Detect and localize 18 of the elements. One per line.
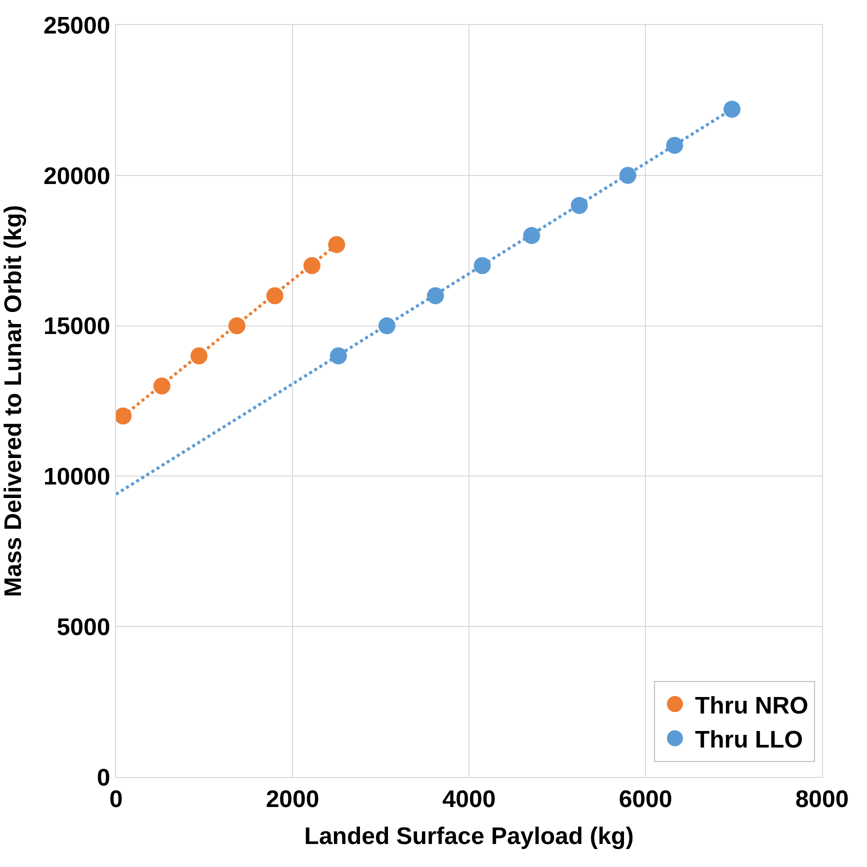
point	[426, 287, 444, 304]
legend-label: Thru LLO	[694, 726, 803, 754]
y-tick-label: 25000	[43, 12, 110, 40]
x-tick-label: 8000	[795, 786, 849, 813]
x-tick-label: 4000	[442, 786, 496, 813]
y-axis-title: Mass Delivered to Lunar Orbit (kg)	[0, 204, 27, 598]
y-tick-label: 20000	[43, 162, 110, 190]
point	[724, 100, 740, 118]
y-tick-label: 10000	[43, 464, 110, 491]
x-axis-title: Landed Surface Payload (kg)	[304, 823, 634, 850]
x-tick-label: 2000	[266, 786, 320, 813]
y-tick-label: 15000	[43, 313, 110, 340]
y-tick-label: 0	[96, 764, 110, 792]
point	[328, 236, 346, 254]
y-tick-label: 5000	[56, 614, 110, 641]
legend-label: Thru NRO	[694, 692, 808, 720]
point	[116, 408, 132, 425]
x-tick-label: 6000	[618, 786, 672, 813]
